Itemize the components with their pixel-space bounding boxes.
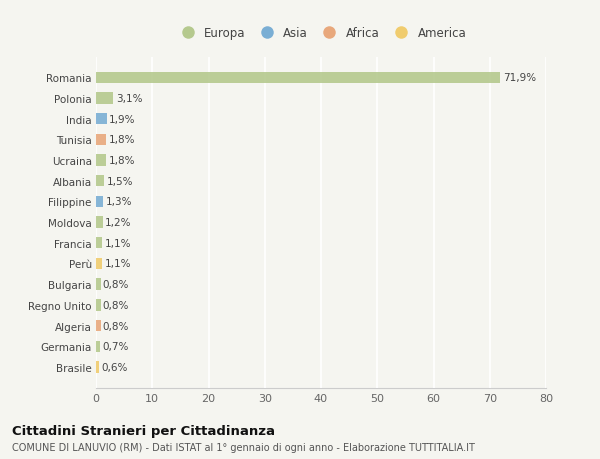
Bar: [96, 114, 107, 125]
Text: 1,8%: 1,8%: [109, 135, 135, 145]
Bar: [96, 217, 103, 228]
Text: Cittadini Stranieri per Cittadinanza: Cittadini Stranieri per Cittadinanza: [12, 425, 275, 437]
Bar: [96, 93, 113, 104]
Bar: [96, 279, 101, 290]
Text: 1,1%: 1,1%: [104, 259, 131, 269]
Text: 0,8%: 0,8%: [103, 280, 129, 290]
Text: 71,9%: 71,9%: [503, 73, 536, 83]
Text: COMUNE DI LANUVIO (RM) - Dati ISTAT al 1° gennaio di ogni anno - Elaborazione TU: COMUNE DI LANUVIO (RM) - Dati ISTAT al 1…: [12, 442, 475, 452]
Text: 0,8%: 0,8%: [103, 300, 129, 310]
Text: 1,1%: 1,1%: [104, 238, 131, 248]
Bar: [96, 238, 102, 249]
Text: 1,8%: 1,8%: [109, 156, 135, 166]
Text: 1,3%: 1,3%: [106, 197, 132, 207]
Legend: Europa, Asia, Africa, America: Europa, Asia, Africa, America: [172, 23, 470, 44]
Text: 0,7%: 0,7%: [102, 341, 128, 352]
Text: 0,6%: 0,6%: [101, 362, 128, 372]
Bar: [96, 258, 102, 269]
Bar: [96, 300, 101, 311]
Text: 1,5%: 1,5%: [107, 176, 133, 186]
Bar: [96, 341, 100, 352]
Bar: [96, 196, 103, 207]
Bar: [96, 73, 500, 84]
Bar: [96, 320, 101, 331]
Text: 1,2%: 1,2%: [105, 218, 131, 228]
Bar: [96, 362, 100, 373]
Text: 3,1%: 3,1%: [116, 94, 142, 104]
Bar: [96, 155, 106, 166]
Bar: [96, 176, 104, 187]
Text: 1,9%: 1,9%: [109, 114, 136, 124]
Bar: [96, 134, 106, 146]
Text: 0,8%: 0,8%: [103, 321, 129, 331]
